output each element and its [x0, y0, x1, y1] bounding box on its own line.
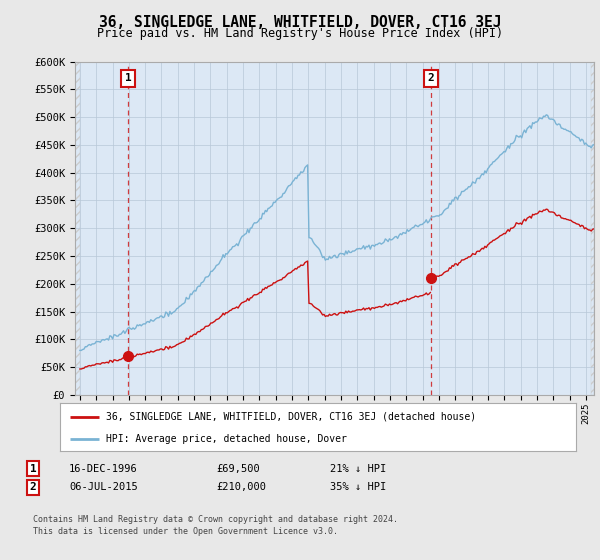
Text: £210,000: £210,000 [216, 482, 266, 492]
Text: 1: 1 [125, 73, 131, 83]
Text: 36, SINGLEDGE LANE, WHITFIELD, DOVER, CT16 3EJ (detached house): 36, SINGLEDGE LANE, WHITFIELD, DOVER, CT… [106, 412, 476, 422]
Text: 2: 2 [427, 73, 434, 83]
Text: 36, SINGLEDGE LANE, WHITFIELD, DOVER, CT16 3EJ: 36, SINGLEDGE LANE, WHITFIELD, DOVER, CT… [99, 15, 501, 30]
Text: HPI: Average price, detached house, Dover: HPI: Average price, detached house, Dove… [106, 434, 347, 444]
Text: £69,500: £69,500 [216, 464, 260, 474]
Text: 06-JUL-2015: 06-JUL-2015 [69, 482, 138, 492]
Text: 16-DEC-1996: 16-DEC-1996 [69, 464, 138, 474]
Text: 21% ↓ HPI: 21% ↓ HPI [330, 464, 386, 474]
Text: 2: 2 [29, 482, 37, 492]
Text: 1: 1 [29, 464, 37, 474]
Text: 35% ↓ HPI: 35% ↓ HPI [330, 482, 386, 492]
Text: Contains HM Land Registry data © Crown copyright and database right 2024.
This d: Contains HM Land Registry data © Crown c… [33, 515, 398, 536]
Text: Price paid vs. HM Land Registry's House Price Index (HPI): Price paid vs. HM Land Registry's House … [97, 27, 503, 40]
